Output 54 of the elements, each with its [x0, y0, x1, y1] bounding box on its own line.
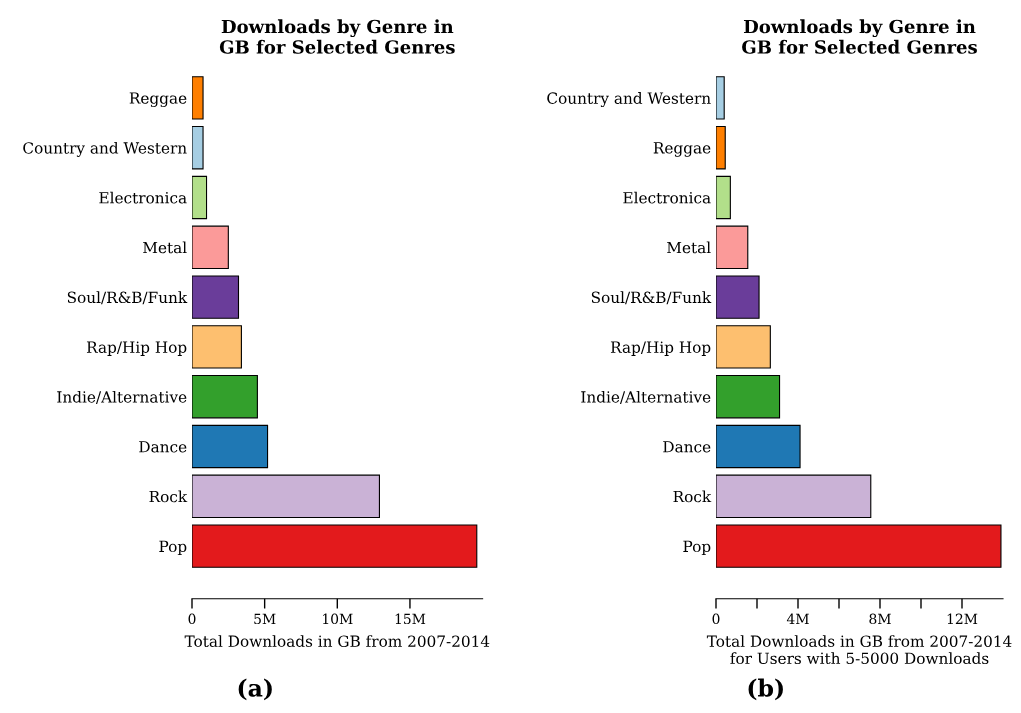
y-tick-label: Reggae	[653, 142, 711, 157]
chart-title: Downloads by Genre in GB for Selected Genres	[742, 19, 977, 54]
y-tick-label: Metal	[143, 241, 187, 254]
x-tick-label: 8M	[869, 613, 891, 625]
bar	[192, 474, 380, 519]
y-tick-label: Soul/R&B/Funk	[67, 291, 188, 305]
bar	[716, 76, 725, 120]
bar	[716, 524, 1002, 568]
chart-title: Downloads by Genre in GB for Selected Genres	[219, 19, 455, 54]
y-tick-label: Rock	[149, 490, 188, 503]
bar	[716, 275, 760, 319]
y-tick-label: Electronica	[623, 191, 711, 204]
bar	[192, 275, 240, 319]
x-tick-label: 15M	[395, 613, 426, 625]
x-tick-label: 4M	[786, 613, 809, 624]
y-tick-label: Metal	[667, 241, 711, 254]
x-axis-title: Total Downloads in GB from 2007-2014	[184, 635, 490, 647]
bar	[716, 474, 872, 519]
y-tick-label: Rock	[673, 490, 712, 503]
bar	[192, 76, 204, 120]
x-tick-label: 10M	[323, 613, 353, 625]
text: (b)	[748, 678, 783, 701]
y-tick-label: Rap/Hip Hop	[86, 341, 187, 356]
bar	[716, 175, 731, 220]
y-tick-label: Dance	[139, 441, 187, 453]
y-tick-label: Dance	[663, 441, 711, 453]
y-tick-label: Pop	[683, 540, 711, 556]
x-tick-label: 5M	[254, 613, 276, 625]
x-tick-label: 0	[188, 613, 196, 625]
y-tick-label: Soul/R&B/Funk	[591, 291, 712, 305]
bar	[192, 524, 478, 568]
bar	[192, 175, 208, 220]
y-tick-label: Reggae	[129, 92, 187, 107]
x-tick-label: 12M	[947, 613, 978, 624]
text: (a)	[238, 678, 272, 701]
bar	[716, 424, 801, 469]
y-tick-label: Rap/Hip Hop	[610, 341, 711, 356]
bar	[716, 374, 781, 419]
bar	[192, 225, 229, 270]
bar	[716, 125, 726, 170]
y-tick-label: Indie/Alternative	[57, 390, 187, 404]
y-tick-label: Indie/Alternative	[581, 390, 711, 404]
y-tick-label: Electronica	[99, 191, 187, 204]
y-tick-label: Pop	[159, 540, 187, 556]
bar	[192, 424, 269, 469]
bar	[192, 325, 242, 369]
bar	[716, 325, 771, 369]
bar	[192, 125, 204, 170]
y-tick-label: Country and Western	[23, 141, 187, 157]
y-tick-label: Country and Western	[547, 92, 711, 108]
bar	[716, 225, 749, 270]
x-tick-label: 0	[712, 613, 720, 625]
bar	[192, 374, 258, 419]
x-axis-title: Total Downloads in GB from 2007-2014 for Users with 5-5000 Downloads	[706, 635, 1012, 665]
